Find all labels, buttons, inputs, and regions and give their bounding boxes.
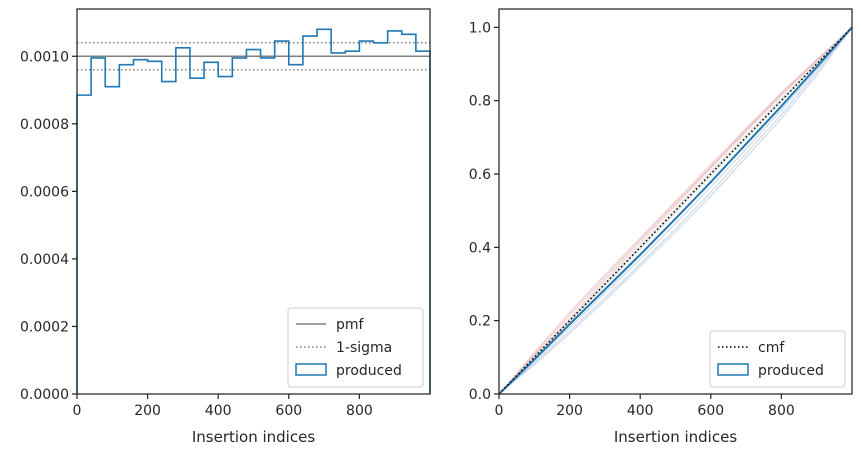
legend-swatch-patch [717, 363, 749, 376]
y-tick-label: 0.0008 [20, 117, 69, 133]
faint-cdf-line [498, 27, 853, 395]
histogram-axes-frame [76, 8, 431, 395]
x-tick-label: 200 [556, 403, 583, 419]
legend-label-1-sigma: 1-sigma [336, 340, 392, 356]
histogram-x-ticks: 0 200 400 600 800 [73, 394, 373, 419]
x-tick-label: 400 [205, 403, 232, 419]
y-tick-label: 0.0000 [20, 387, 69, 403]
x-tick-label: 600 [697, 403, 724, 419]
legend-label-produced: produced [336, 363, 402, 379]
legend-label-produced: produced [758, 363, 824, 379]
cdf-plot-area [498, 26, 853, 395]
y-tick-label: 0.0010 [20, 49, 69, 65]
cdf-y-ticks: 0.0 0.2 0.4 0.6 0.8 1.0 [469, 20, 499, 403]
cmf-line [498, 26, 853, 395]
x-tick-label: 800 [346, 403, 373, 419]
x-tick-label: 0 [495, 403, 504, 419]
x-tick-label: 600 [275, 403, 302, 419]
faint-cdf-line [498, 26, 853, 395]
y-tick-label: 1.0 [469, 20, 491, 36]
y-tick-label: 0.0006 [20, 184, 69, 200]
legend-label-cmf: cmf [758, 340, 785, 356]
y-tick-label: 0.0002 [20, 319, 69, 335]
x-tick-label: 0 [73, 403, 82, 419]
cdf-panel: 0 200 400 600 800 0.0 0.2 0.4 0.6 0.8 1.0 Inserti… [469, 8, 853, 446]
y-tick-label: 0.0004 [20, 252, 69, 268]
x-tick-label: 800 [768, 403, 795, 419]
cdf-x-axis-label: Insertion indices [614, 428, 737, 446]
y-tick-label: 0.6 [469, 167, 491, 183]
histogram-x-axis-label: Insertion indices [192, 428, 315, 446]
legend-frame [709, 330, 846, 388]
legend-frame [287, 307, 424, 388]
faint-cdf-line [498, 27, 853, 395]
legend-label-pmf: pmf [336, 317, 365, 333]
legend-swatch-patch [295, 363, 327, 376]
y-tick-label: 0.8 [469, 94, 491, 110]
x-tick-label: 200 [134, 403, 161, 419]
faint-cdf-line [498, 26, 853, 395]
cdf-axes-frame [498, 8, 853, 395]
histogram-y-ticks: 0.0000 0.0002 0.0004 0.0006 0.0008 0.0010 [20, 49, 77, 403]
faint-cdf-line [498, 27, 853, 395]
produced-cdf-line [498, 26, 853, 395]
produced-histogram-steps [76, 28, 431, 394]
histogram-plot-area [76, 28, 431, 394]
faint-cdf-line [498, 26, 853, 395]
y-tick-label: 0.4 [469, 240, 491, 256]
y-tick-label: 0.2 [469, 314, 491, 330]
x-tick-label: 400 [627, 403, 654, 419]
histogram-legend: pmf 1-sigma produced [287, 307, 424, 388]
cdf-legend: cmf produced [709, 330, 846, 388]
histogram-panel: 0 200 400 600 800 0.00000.00020.00040.00060.… [20, 8, 431, 446]
y-tick-label: 0.0 [469, 387, 491, 403]
cdf-x-ticks: 0 200 400 600 800 [495, 394, 795, 419]
